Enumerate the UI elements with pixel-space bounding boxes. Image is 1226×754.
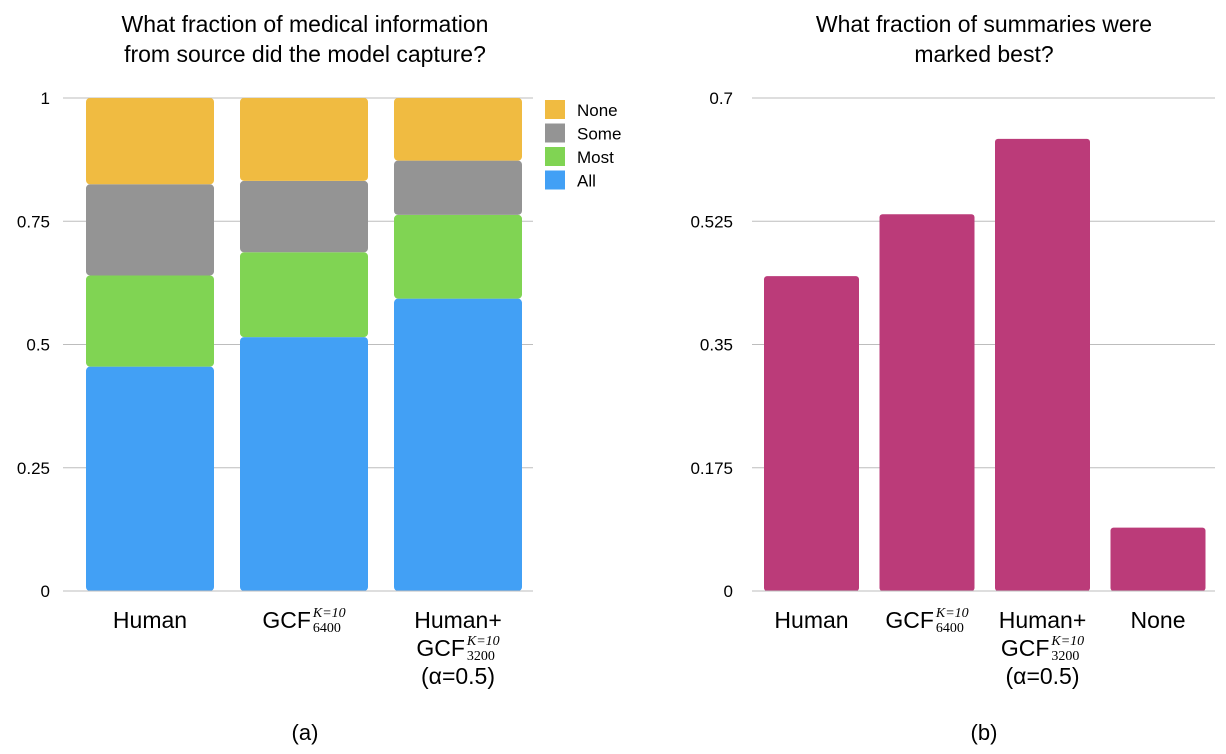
b-bar-best-1 (879, 214, 975, 591)
b-x-label-0-line-0: Human (774, 607, 848, 633)
b-bar-best-3 (1110, 527, 1206, 591)
a-legend-label-some: Some (577, 125, 621, 144)
a-legend-swatch-none (545, 100, 565, 119)
a-x-label-1-line-0-superscript: K=10 (312, 606, 346, 621)
b-bar-best-2 (995, 138, 1090, 591)
b-y-tick-label: 0.35 (700, 336, 733, 355)
a-bar-none-1 (240, 98, 368, 181)
b-x-label-0-line-0-text: Human (774, 607, 848, 633)
a-legend-swatch-all (545, 170, 565, 190)
b-x-label-2-line-0: Human+ (999, 607, 1087, 633)
b-x-label-2-line-1-superscript: K=10 (1050, 634, 1084, 649)
a-legend-swatch-most (545, 147, 565, 166)
a-x-label-2-line-1-subscript: 3200 (467, 649, 495, 664)
b-x-label-2-line-1-base: GCF (1001, 635, 1050, 661)
b-caption: (b) (971, 720, 998, 745)
a-legend-swatch-some (545, 123, 565, 143)
b-x-label-1-line-0-subscript: 6400 (936, 621, 964, 636)
a-x-label-2-line-2-text: (α=0.5) (421, 663, 495, 689)
a-y-tick-label: 0 (41, 582, 50, 601)
b-x-label-2-line-2: (α=0.5) (1005, 663, 1079, 689)
a-y-tick-label: 0.75 (17, 212, 50, 231)
a-bar-all-1 (240, 337, 368, 591)
a-legend-label-none: None (577, 101, 618, 120)
b-x-label-2-line-2-text: (α=0.5) (1005, 663, 1079, 689)
a-bar-all-0 (86, 366, 214, 591)
a-caption: (a) (292, 720, 319, 745)
b-bar-best-0 (764, 276, 859, 591)
a-y-tick-label: 1 (41, 89, 50, 108)
a-x-label-2-line-1-base: GCF (416, 635, 465, 661)
a-legend-label-all: All (577, 172, 596, 191)
a-legend: None Some Most All (545, 100, 621, 191)
b-x-label-1-line-0-superscript: K=10 (935, 606, 969, 621)
a-x-label-0-line-0: Human (113, 607, 187, 633)
a-x-label-2-line-2: (α=0.5) (421, 663, 495, 689)
chart-a-medical-info-capture: What fraction of medical information from… (17, 11, 622, 745)
a-x-label-1-line-0-base: GCF (262, 607, 311, 633)
a-x-label-1-line-0-subscript: 6400 (313, 621, 341, 636)
a-bar-some-0 (86, 184, 214, 276)
a-bar-none-0 (86, 98, 214, 185)
a-bar-most-2 (394, 214, 522, 299)
b-x-label-2-line-1-subscript: 3200 (1051, 649, 1079, 664)
a-x-label-0-line-0-text: Human (113, 607, 187, 633)
a-bar-most-1 (240, 252, 368, 338)
b-x-label-3-line-0: None (1131, 607, 1186, 633)
a-bar-none-2 (394, 98, 522, 161)
a-bar-all-2 (394, 298, 522, 591)
b-x-label-1-line-0-base: GCF (885, 607, 934, 633)
a-bar-some-1 (240, 180, 368, 253)
b-title-line-0: What fraction of summaries were (816, 11, 1152, 37)
b-y-tick-label: 0.525 (690, 212, 733, 231)
b-title-line-1: marked best? (914, 41, 1053, 67)
b-y-tick-label: 0.7 (709, 89, 733, 108)
a-title-line-1: from source did the model capture? (124, 41, 486, 67)
b-y-tick-label: 0.175 (690, 459, 733, 478)
a-title-line-0: What fraction of medical information (122, 11, 489, 37)
a-y-tick-label: 0.5 (26, 336, 50, 355)
chart-b-marked-best: What fraction of summaries were marked be… (690, 11, 1215, 745)
b-y-tick-label: 0 (724, 582, 733, 601)
a-legend-label-most: Most (577, 148, 614, 167)
b-x-label-3-line-0-text: None (1131, 607, 1186, 633)
a-x-label-2-line-1-superscript: K=10 (466, 634, 500, 649)
b-x-label-2-line-0-text: Human+ (999, 607, 1087, 633)
a-bar-most-0 (86, 275, 214, 367)
a-x-label-2-line-0: Human+ (414, 607, 502, 633)
a-bar-some-2 (394, 160, 522, 215)
a-y-tick-label: 0.25 (17, 459, 50, 478)
a-x-label-2-line-0-text: Human+ (414, 607, 502, 633)
